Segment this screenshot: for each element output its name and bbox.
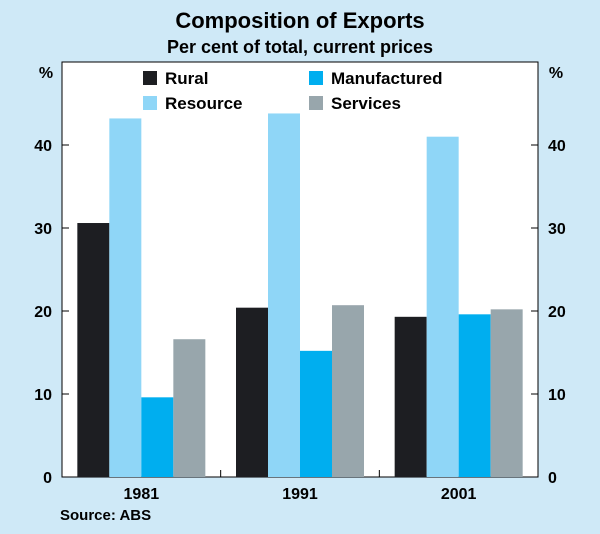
y-tick-label-left: 30 <box>34 221 52 238</box>
bar-resource-1981 <box>109 118 142 477</box>
y-axis-unit-right: % <box>549 65 563 82</box>
y-tick-label-right: 0 <box>548 470 557 487</box>
x-axis-ticks: 1981 1991 2001 <box>124 470 477 503</box>
legend: Rural Resource Manufactured Services <box>143 69 442 113</box>
bars <box>77 113 523 478</box>
chart-subtitle: Per cent of total, current prices <box>167 37 433 57</box>
bar-rural-1981 <box>77 223 110 477</box>
bar-manufactured-2001 <box>458 314 491 477</box>
chart-title: Composition of Exports <box>175 8 424 33</box>
y-tick-label-right: 30 <box>548 221 566 238</box>
legend-label-services: Services <box>331 94 401 113</box>
bar-rural-1991 <box>236 307 268 477</box>
source-note: Source: ABS <box>60 507 151 524</box>
legend-swatch-resource <box>143 96 157 110</box>
y-tick-label-left: 10 <box>34 387 52 404</box>
legend-label-resource: Resource <box>165 94 242 113</box>
y-tick-label-left: 0 <box>43 470 52 487</box>
bar-services-1981 <box>173 339 206 477</box>
x-tick-label: 2001 <box>441 486 477 503</box>
bar-manufactured-1981 <box>141 397 174 477</box>
y-axis-unit-left: % <box>39 65 53 82</box>
legend-swatch-manufactured <box>309 71 323 85</box>
bar-resource-1991 <box>268 113 300 478</box>
legend-label-rural: Rural <box>165 69 208 88</box>
bar-manufactured-1991 <box>300 350 332 477</box>
bar-services-2001 <box>490 309 523 477</box>
x-tick-label: 1991 <box>282 486 318 503</box>
legend-swatch-rural <box>143 71 157 85</box>
legend-label-manufactured: Manufactured <box>331 69 442 88</box>
y-tick-label-right: 40 <box>548 138 566 155</box>
x-tick-label: 1981 <box>124 486 160 503</box>
y-tick-label-left: 40 <box>34 138 52 155</box>
y-tick-label-left: 20 <box>34 304 52 321</box>
bar-resource-2001 <box>426 136 459 477</box>
legend-swatch-services <box>309 96 323 110</box>
bar-services-1991 <box>332 305 364 477</box>
y-axis-ticks: 0 0 10 10 20 20 30 30 40 40 <box>34 138 566 487</box>
bar-rural-2001 <box>394 316 427 477</box>
y-tick-label-right: 20 <box>548 304 566 321</box>
y-tick-label-right: 10 <box>548 387 566 404</box>
